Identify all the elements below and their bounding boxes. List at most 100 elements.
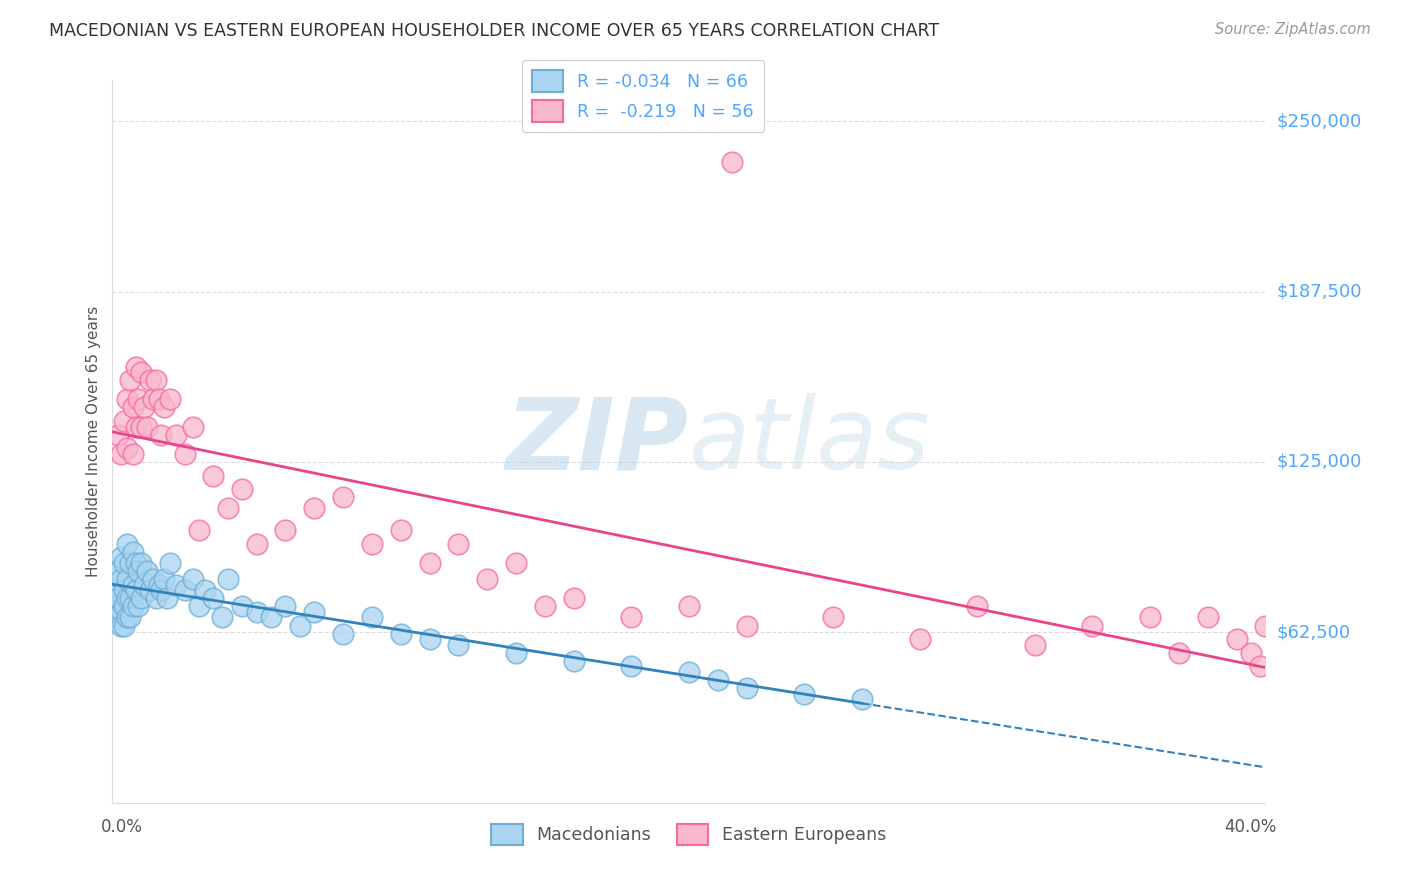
Point [202,591,225,606]
Point [110,447,132,461]
Point [165,577,187,591]
Point [112,556,135,570]
Point [145,373,167,387]
Point [678,665,700,679]
Point [127,599,149,614]
Point [153,572,176,586]
Point [188,599,211,614]
Point [332,626,354,640]
Text: ZIP: ZIP [506,393,689,490]
Point [181,572,204,586]
Point [129,556,153,570]
Point [332,491,354,505]
Point [110,550,132,565]
Point [121,545,143,559]
Point [129,365,153,379]
Point [288,618,311,632]
Point [1240,646,1263,660]
Point [159,392,181,407]
Point [110,572,132,586]
Point [246,605,269,619]
Point [534,599,557,614]
Point [620,659,643,673]
Point [112,618,135,632]
Text: atlas: atlas [689,393,931,490]
Point [139,583,162,598]
Point [419,556,441,570]
Point [173,447,195,461]
Point [202,468,225,483]
Point [134,577,156,591]
Point [156,591,179,606]
Point [217,572,239,586]
Point [121,447,143,461]
Text: $250,000: $250,000 [1277,112,1362,130]
Point [121,599,143,614]
Point [124,419,146,434]
Point [360,537,382,551]
Point [115,610,138,624]
Point [1249,659,1271,673]
Point [1254,618,1277,632]
Point [231,482,253,496]
Point [150,427,173,442]
Point [562,654,585,668]
Point [145,591,167,606]
Point [148,392,170,407]
Point [118,591,141,606]
Point [104,599,127,614]
Point [908,632,931,647]
Point [360,610,382,624]
Point [104,583,127,598]
Point [260,610,283,624]
Point [246,537,269,551]
Point [304,605,326,619]
Text: 40.0%: 40.0% [1225,818,1277,836]
Point [129,591,153,606]
Point [274,523,297,537]
Point [181,419,204,434]
Point [173,583,195,598]
Point [142,572,165,586]
Point [121,401,143,415]
Point [1197,610,1219,624]
Point [112,583,135,598]
Point [793,687,815,701]
Point [620,610,643,624]
Point [1167,646,1189,660]
Point [115,572,138,586]
Point [115,392,138,407]
Point [447,537,470,551]
Point [115,537,138,551]
Point [851,692,873,706]
Point [124,556,146,570]
Legend: Macedonians, Eastern Europeans: Macedonians, Eastern Europeans [484,817,894,852]
Text: Source: ZipAtlas.com: Source: ZipAtlas.com [1215,22,1371,37]
Point [194,583,217,598]
Point [124,359,146,374]
Point [165,427,187,442]
Point [136,419,159,434]
Point [118,610,141,624]
Point [110,605,132,619]
Point [447,638,470,652]
Point [124,583,146,598]
Y-axis label: Householder Income Over 65 years: Householder Income Over 65 years [86,306,101,577]
Point [721,155,744,169]
Point [966,599,988,614]
Point [211,610,233,624]
Point [148,577,170,591]
Point [118,556,141,570]
Point [107,591,129,606]
Point [1024,638,1046,652]
Point [129,419,153,434]
Point [121,577,143,591]
Point [1081,618,1104,632]
Point [115,591,138,606]
Point [134,401,156,415]
Point [112,414,135,428]
Point [274,599,297,614]
Point [188,523,211,537]
Point [821,610,844,624]
Text: $187,500: $187,500 [1277,283,1362,301]
